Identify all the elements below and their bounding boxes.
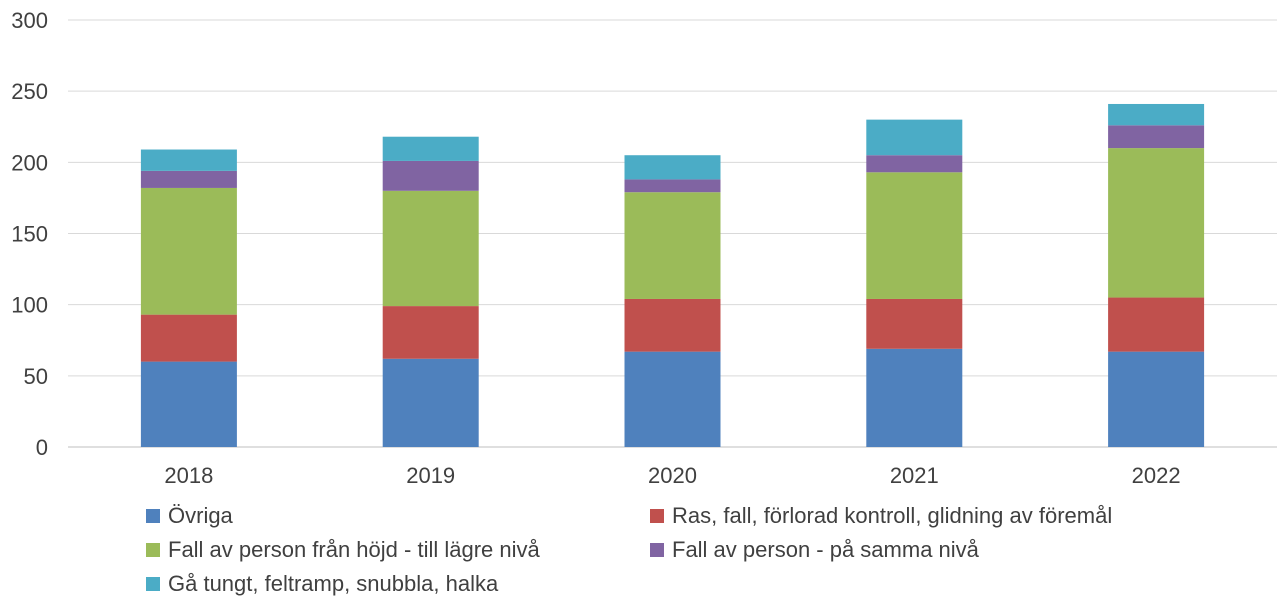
bar-segment (140, 187, 237, 315)
bar-segment (1108, 103, 1205, 126)
bar-segment (624, 351, 721, 447)
y-axis-tick-labels: 0 50 100 150 200 250 300 (11, 8, 48, 460)
bar-segment (866, 348, 963, 447)
bar-segment (140, 314, 237, 362)
bar-segment (866, 119, 963, 156)
bar-segment (1108, 297, 1205, 352)
y-tick-label: 200 (11, 150, 48, 175)
x-axis-tick-labels: 2018 2019 2020 2021 2022 (164, 463, 1180, 488)
y-tick-label: 300 (11, 8, 48, 33)
x-tick-label: 2018 (164, 463, 213, 488)
y-tick-label: 50 (24, 364, 48, 389)
bar-segment (382, 306, 479, 359)
bars (140, 103, 1205, 447)
bar-segment (624, 179, 721, 193)
bar-segment (866, 155, 963, 173)
bar-segment (140, 149, 237, 171)
x-tick-label: 2019 (406, 463, 455, 488)
bar-segment (140, 170, 237, 188)
y-tick-label: 100 (11, 293, 48, 318)
x-tick-label: 2021 (890, 463, 939, 488)
bar-segment (382, 358, 479, 447)
bar-segment (382, 190, 479, 307)
bar-segment (382, 160, 479, 191)
bar-segment (1108, 125, 1205, 149)
bar-segment (1108, 148, 1205, 298)
y-tick-label: 250 (11, 79, 48, 104)
bar-segment (866, 298, 963, 349)
x-tick-label: 2020 (648, 463, 697, 488)
y-tick-label: 150 (11, 222, 48, 247)
bar-segment (140, 361, 237, 447)
bar-segment (382, 136, 479, 161)
bar-segment (1108, 351, 1205, 447)
bar-segment (624, 298, 721, 352)
x-tick-label: 2022 (1132, 463, 1181, 488)
y-tick-label: 0 (36, 435, 48, 460)
bar-segment (624, 192, 721, 299)
bar-segment (866, 172, 963, 299)
bar-segment (624, 155, 721, 180)
